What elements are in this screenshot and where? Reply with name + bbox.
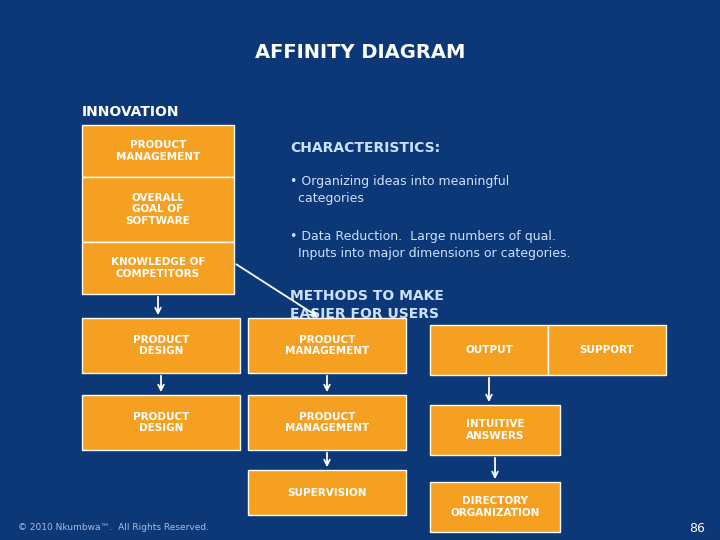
FancyBboxPatch shape — [430, 325, 548, 375]
Text: KNOWLEDGE OF
COMPETITORS: KNOWLEDGE OF COMPETITORS — [111, 257, 205, 279]
Text: METHODS TO MAKE
EASIER FOR USERS: METHODS TO MAKE EASIER FOR USERS — [290, 289, 444, 321]
Text: PRODUCT
MANAGEMENT: PRODUCT MANAGEMENT — [285, 335, 369, 356]
FancyBboxPatch shape — [82, 177, 234, 242]
FancyBboxPatch shape — [248, 318, 406, 373]
FancyBboxPatch shape — [82, 395, 240, 450]
FancyBboxPatch shape — [430, 405, 560, 455]
FancyBboxPatch shape — [248, 470, 406, 515]
Text: PRODUCT
MANAGEMENT: PRODUCT MANAGEMENT — [116, 140, 200, 162]
FancyBboxPatch shape — [82, 125, 234, 177]
Text: SUPERVISION: SUPERVISION — [287, 488, 366, 497]
Text: OUTPUT: OUTPUT — [465, 345, 513, 355]
FancyBboxPatch shape — [548, 325, 666, 375]
Text: AFFINITY DIAGRAM: AFFINITY DIAGRAM — [255, 43, 465, 62]
Text: INTUITIVE
ANSWERS: INTUITIVE ANSWERS — [466, 419, 524, 441]
Text: CHARACTERISTICS:: CHARACTERISTICS: — [290, 141, 440, 155]
FancyBboxPatch shape — [430, 482, 560, 532]
Text: SUPPORT: SUPPORT — [580, 345, 634, 355]
Text: OVERALL
GOAL OF
SOFTWARE: OVERALL GOAL OF SOFTWARE — [125, 193, 190, 226]
FancyBboxPatch shape — [248, 395, 406, 450]
FancyBboxPatch shape — [82, 318, 240, 373]
Text: • Data Reduction.  Large numbers of qual.
  Inputs into major dimensions or cate: • Data Reduction. Large numbers of qual.… — [290, 230, 570, 260]
Text: 86: 86 — [689, 522, 705, 535]
FancyBboxPatch shape — [82, 242, 234, 294]
Text: © 2010 Nkumbwa™.  All Rights Reserved.: © 2010 Nkumbwa™. All Rights Reserved. — [18, 523, 209, 532]
Text: INNOVATION: INNOVATION — [82, 105, 179, 119]
Text: DIRECTORY
ORGANIZATION: DIRECTORY ORGANIZATION — [450, 496, 540, 518]
Text: PRODUCT
DESIGN: PRODUCT DESIGN — [132, 411, 189, 433]
Text: PRODUCT
MANAGEMENT: PRODUCT MANAGEMENT — [285, 411, 369, 433]
Text: • Organizing ideas into meaningful
  categories: • Organizing ideas into meaningful categ… — [290, 175, 509, 205]
Text: PRODUCT
DESIGN: PRODUCT DESIGN — [132, 335, 189, 356]
